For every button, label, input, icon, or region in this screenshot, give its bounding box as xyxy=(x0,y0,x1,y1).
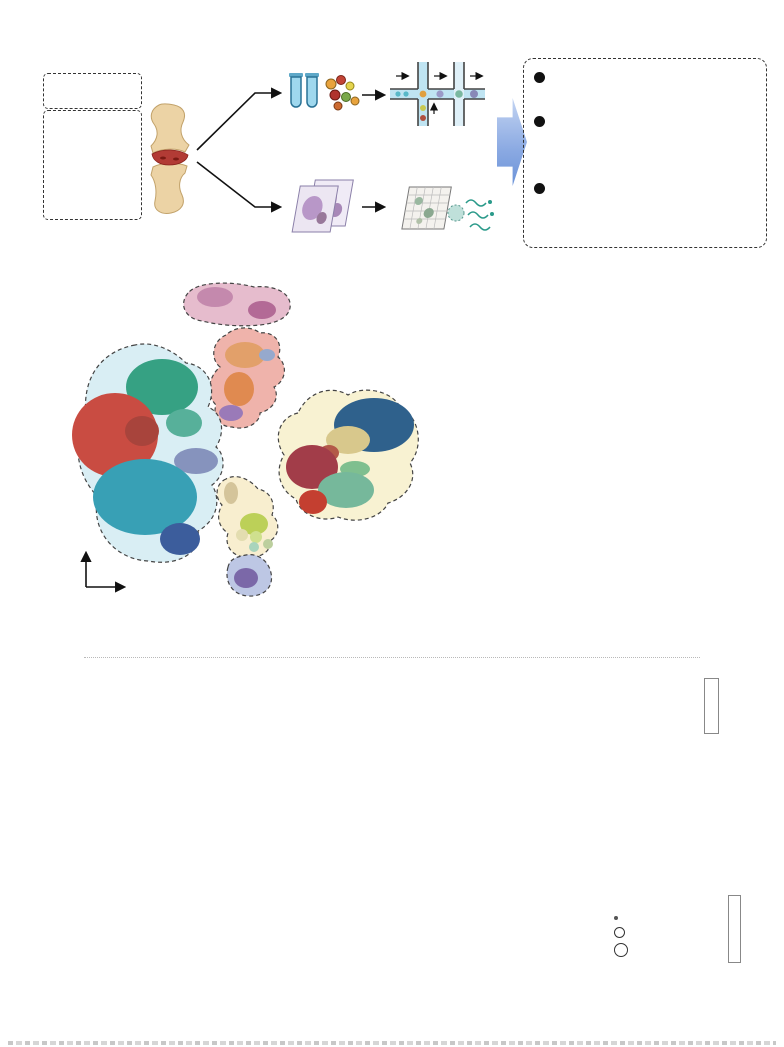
peac-cohort-pill xyxy=(548,133,566,141)
cluster-legend xyxy=(0,255,784,628)
cropped-caption-text xyxy=(8,1041,776,1045)
flow-connectors xyxy=(196,87,387,213)
correlation-dotplot xyxy=(0,875,784,1047)
item1-bullet xyxy=(534,72,545,83)
oa-cohort-box xyxy=(43,73,142,109)
odds-ratio-heatmap xyxy=(0,628,784,875)
validation-active-icons xyxy=(554,201,590,233)
ra-active-person-icons xyxy=(79,115,129,151)
knee-joint-illustration xyxy=(150,103,190,214)
ra-cohort-box xyxy=(43,110,142,220)
spearman-colorbar xyxy=(728,895,741,963)
dendrogram-baseline xyxy=(84,657,700,658)
spatial-transcriptomics-icon xyxy=(401,186,494,231)
pvalue-dot-small xyxy=(614,915,618,920)
pvalue-dot-large xyxy=(614,942,628,957)
pvalue-legend xyxy=(614,909,630,958)
panel-b xyxy=(0,255,784,628)
panel-a xyxy=(0,0,784,255)
pvalue-dot-medium xyxy=(614,927,625,939)
odds-ratio-colorbar xyxy=(704,678,719,734)
integrative-box xyxy=(523,58,767,248)
umap-axes xyxy=(80,550,127,593)
frozen-sections-icon xyxy=(291,179,354,233)
ra-remission-person-icons xyxy=(74,171,140,189)
umap-plot xyxy=(72,282,419,597)
item2-bullet xyxy=(534,116,545,127)
item3-bullet xyxy=(534,183,545,194)
panel-c xyxy=(0,628,784,875)
panel-d xyxy=(0,875,784,1047)
single-cell-isolation-icon xyxy=(289,73,360,111)
droplet-device-icon xyxy=(390,62,485,126)
oa-person-icons xyxy=(74,80,138,102)
validation-remission-icons xyxy=(616,201,652,233)
r4ra-cohort-pill xyxy=(548,156,566,164)
